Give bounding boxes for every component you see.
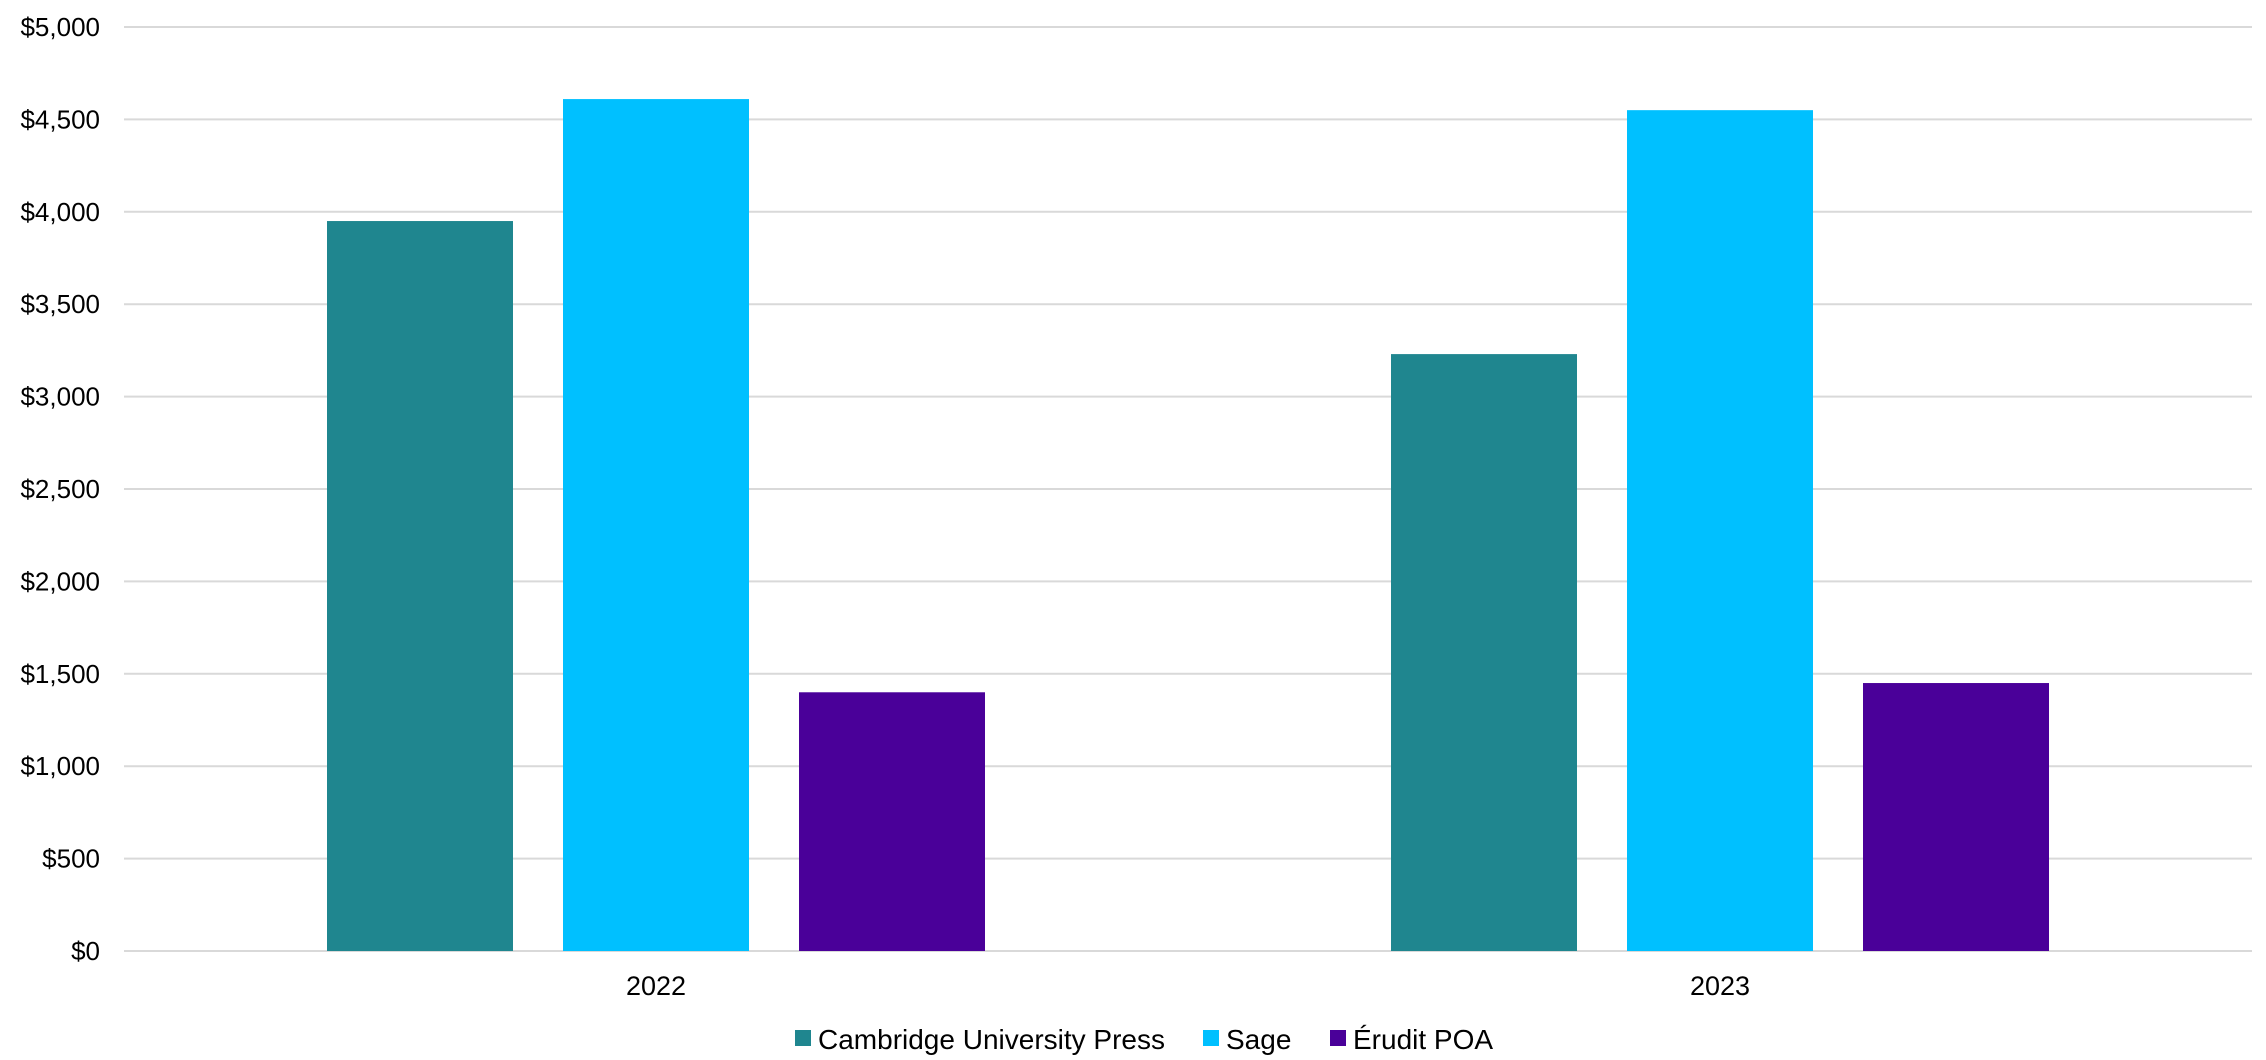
y-tick-label: $1,000 — [20, 751, 100, 781]
y-tick-label: $3,000 — [20, 382, 100, 412]
y-tick-label: $0 — [71, 936, 100, 966]
y-tick-label: $2,500 — [20, 474, 100, 504]
x-axis-category-labels: 2022 2023 — [626, 971, 1750, 1001]
legend: Cambridge University Press Sage Érudit POA — [795, 1024, 1493, 1055]
y-axis-tick-labels: $0 $500 $1,000 $1,500 $2,000 $2,500 $3,000 $3,5… — [20, 12, 100, 966]
y-tick-label: $2,000 — [20, 566, 100, 596]
y-tick-label: $500 — [42, 844, 100, 874]
legend-swatch — [1330, 1030, 1346, 1046]
bars — [327, 99, 2049, 952]
bar-cambridge-university-press-2022 — [327, 221, 513, 952]
x-category-label: 2022 — [626, 971, 686, 1001]
x-category-label: 2023 — [1690, 971, 1750, 1001]
y-tick-label: $1,500 — [20, 659, 100, 689]
bar--rudit-poa-2023 — [1863, 683, 2049, 951]
legend-label: Sage — [1226, 1024, 1291, 1055]
legend-swatch — [795, 1030, 811, 1046]
bar-sage-2023 — [1627, 110, 1813, 951]
legend-label: Cambridge University Press — [818, 1024, 1165, 1055]
y-tick-label: $3,500 — [20, 289, 100, 319]
bar--rudit-poa-2022 — [799, 692, 985, 951]
bar-sage-2022 — [563, 99, 749, 951]
bar-cambridge-university-press-2023 — [1391, 354, 1577, 951]
y-tick-label: $5,000 — [20, 12, 100, 42]
legend-swatch — [1203, 1030, 1219, 1046]
legend-label: Érudit POA — [1353, 1024, 1493, 1055]
y-tick-label: $4,000 — [20, 197, 100, 227]
y-tick-label: $4,500 — [20, 104, 100, 134]
